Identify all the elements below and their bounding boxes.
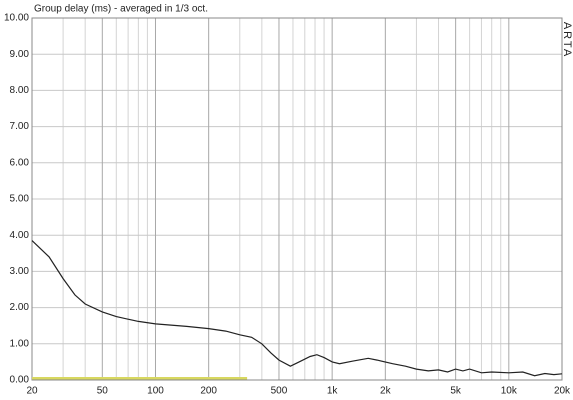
y-tick-label: 5.00 xyxy=(10,194,30,205)
chart-title: Group delay (ms) - averaged in 1/3 oct. xyxy=(34,4,208,15)
x-tick-label: 20 xyxy=(26,386,38,397)
x-tick-label: 2k xyxy=(380,386,392,397)
x-tick-label: 100 xyxy=(147,386,164,397)
y-tick-label: 0.00 xyxy=(10,375,30,386)
y-tick-label: 1.00 xyxy=(10,338,30,349)
y-tick-label: 4.00 xyxy=(10,230,30,241)
y-tick-label: 8.00 xyxy=(10,85,30,96)
watermark: ARTA xyxy=(561,22,573,58)
x-tick-label: 20k xyxy=(554,386,571,397)
x-tick-label: 50 xyxy=(97,386,109,397)
y-tick-label: 9.00 xyxy=(10,49,30,60)
x-tick-label: 10k xyxy=(501,386,518,397)
x-tick-label: 500 xyxy=(271,386,288,397)
plot-frame xyxy=(31,17,563,381)
y-tick-label: 2.00 xyxy=(10,302,30,313)
y-tick-label: 7.00 xyxy=(10,121,30,132)
data-line xyxy=(31,240,563,377)
x-tick-label: 1k xyxy=(327,386,339,397)
y-tick-label: 6.00 xyxy=(10,157,30,168)
x-tick-label: 5k xyxy=(450,386,462,397)
y-tick-label: 3.00 xyxy=(10,266,30,277)
x-tick-label: 200 xyxy=(200,386,217,397)
y-tick-label: 10.00 xyxy=(4,13,29,24)
